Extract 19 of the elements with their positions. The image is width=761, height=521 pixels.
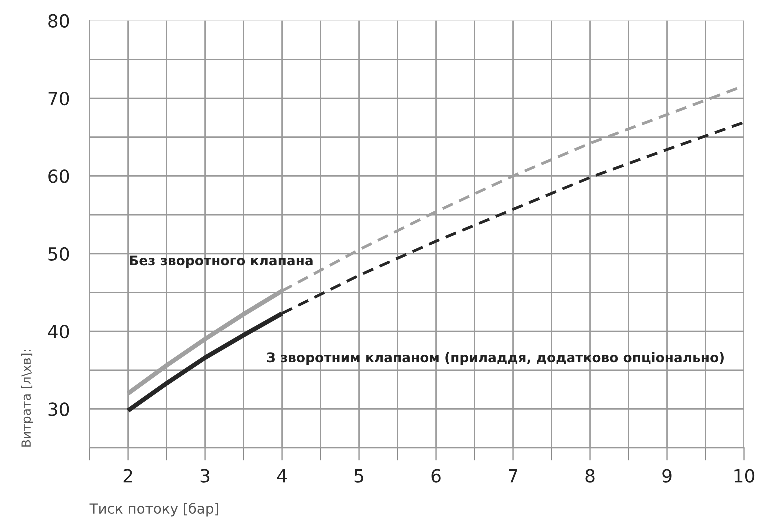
y-tick-label: 40: [48, 325, 70, 339]
x-tick-label: 4: [277, 469, 288, 483]
y-tick-label: 70: [48, 92, 70, 106]
x-tick-label: 9: [662, 469, 672, 483]
y-tick-label: 50: [48, 247, 70, 261]
x-tick-label: 5: [354, 469, 364, 483]
x-tick-label: 7: [509, 469, 518, 483]
x-tick-label: 2: [124, 469, 132, 483]
y-axis-title: Витрата [л\хв]:: [21, 350, 34, 447]
annotation: З зворотним клапаном (приладдя, додатково опціонально): [267, 352, 724, 366]
x-tick-label: 8: [586, 469, 595, 483]
x-tick-label: 10: [734, 469, 755, 483]
x-tick-label: 6: [432, 469, 441, 483]
x-axis-title: Тиск потоку [бар]: [90, 503, 218, 517]
y-tick-label: 30: [48, 402, 70, 416]
y-tick-label: 60: [48, 170, 70, 184]
y-tick-label: 80: [48, 14, 70, 28]
x-tick-label: 3: [200, 469, 210, 483]
annotation: Без зворотного клапана: [130, 256, 313, 268]
